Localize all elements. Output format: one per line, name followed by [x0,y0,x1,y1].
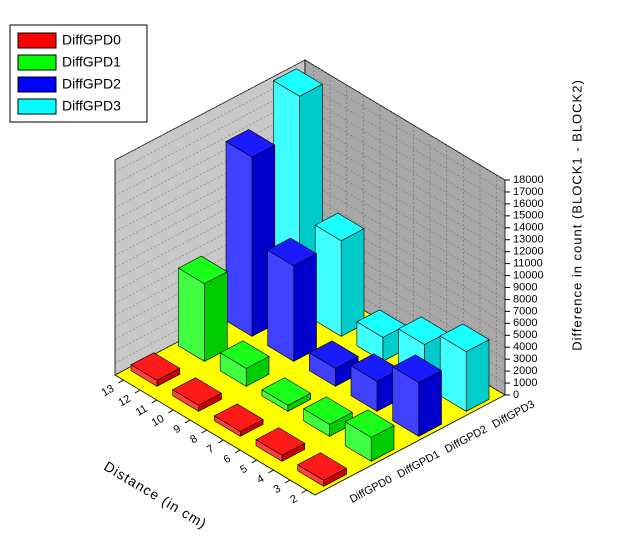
x-tick [118,379,124,384]
bar-side [465,339,490,412]
bar-front [267,249,295,362]
x-tick [251,459,257,464]
bar-top [344,409,395,438]
x-tick-label: 3 [272,483,283,496]
bar-top [261,377,312,406]
y-tick-label: 3000 [513,353,537,365]
y-tick-label: 8000 [513,293,537,305]
bar-top [219,340,270,369]
bar [219,340,270,387]
bar-top [439,323,490,352]
x-tick [284,479,291,484]
bar [344,409,395,462]
bar-side [293,253,317,362]
y-tick-label: 17000 [513,186,544,198]
y-tick-label: 10000 [513,269,544,281]
y-axis-title: Difference in count (BLOCK1 - BLOCK2) [569,79,584,351]
bar-top [213,403,264,432]
x-tick [301,489,307,494]
bar-top [225,129,276,158]
x-tick-label: 11 [134,403,150,419]
bar-top [130,352,181,381]
y-tick-label: 15000 [513,210,544,222]
bar-top [272,68,323,97]
y-tick-label: 0 [513,389,519,401]
bar-top [297,452,348,481]
y-tick-label: 4000 [513,341,537,353]
y-tick-label: 7000 [513,305,537,317]
y-tick-label: 12000 [513,246,544,258]
bar [308,340,359,387]
x-tick-label: 8 [188,433,199,446]
bar-top [177,255,228,285]
legend-label: DiffGPD0 [62,32,121,48]
bar [172,377,223,412]
y-tick-label: 5000 [513,329,537,341]
x-tick [151,399,157,404]
bar-top [255,427,306,456]
x-tick-label: 13 [100,383,117,400]
bar-side [204,271,228,362]
x-tick [234,449,241,454]
y-tick-label: 9000 [513,281,537,293]
bar-top [267,237,318,267]
x-tick [134,389,141,394]
bar-front [225,140,253,337]
bar [392,354,443,437]
x-tick-label: 5 [238,463,249,476]
bar [297,452,348,487]
x-tick [184,419,191,424]
x-tick [218,439,224,444]
y-tick-label: 13000 [513,234,544,246]
bar-top [302,396,353,425]
bar-top [308,340,359,369]
bar [225,129,276,337]
legend-swatch [17,32,57,49]
y-tick-label: 16000 [513,198,544,210]
x-tick-label: 7 [205,443,216,456]
bar-top [314,212,365,242]
y-tick-label: 18000 [513,174,544,186]
x-tick-label: 9 [172,423,183,436]
bar [213,403,264,437]
bar-top [172,377,223,406]
y-tick-label: 14000 [513,222,544,234]
bar [439,323,490,412]
x-tick-label: 4 [255,473,266,486]
x-tick [168,409,174,414]
x-tick [268,469,274,474]
y-tick-label: 1000 [513,377,537,389]
y-tick-label: 11000 [513,258,543,270]
bar-front [314,224,342,337]
legend-swatch [17,98,57,115]
legend-label: DiffGPD2 [62,76,121,92]
legend-label: DiffGPD3 [62,98,121,114]
legend-label: DiffGPD1 [62,54,121,70]
bar [130,352,181,387]
bar [314,212,365,337]
x-tick-label: 2 [288,493,299,506]
bar-top [392,354,443,383]
y-tick-label: 2000 [513,365,537,377]
x-tick-label: 6 [222,453,233,466]
x-tick [201,429,207,434]
x-tick-label: 10 [150,413,167,430]
x-tick-label: 12 [116,393,133,410]
y-tick-label: 6000 [513,317,537,329]
bar [261,377,312,412]
bar-front [178,267,205,362]
bar [267,237,318,362]
legend-swatch [17,54,57,71]
bar [302,396,353,437]
bar [255,427,306,462]
bar [177,255,228,362]
legend-swatch [17,76,57,93]
